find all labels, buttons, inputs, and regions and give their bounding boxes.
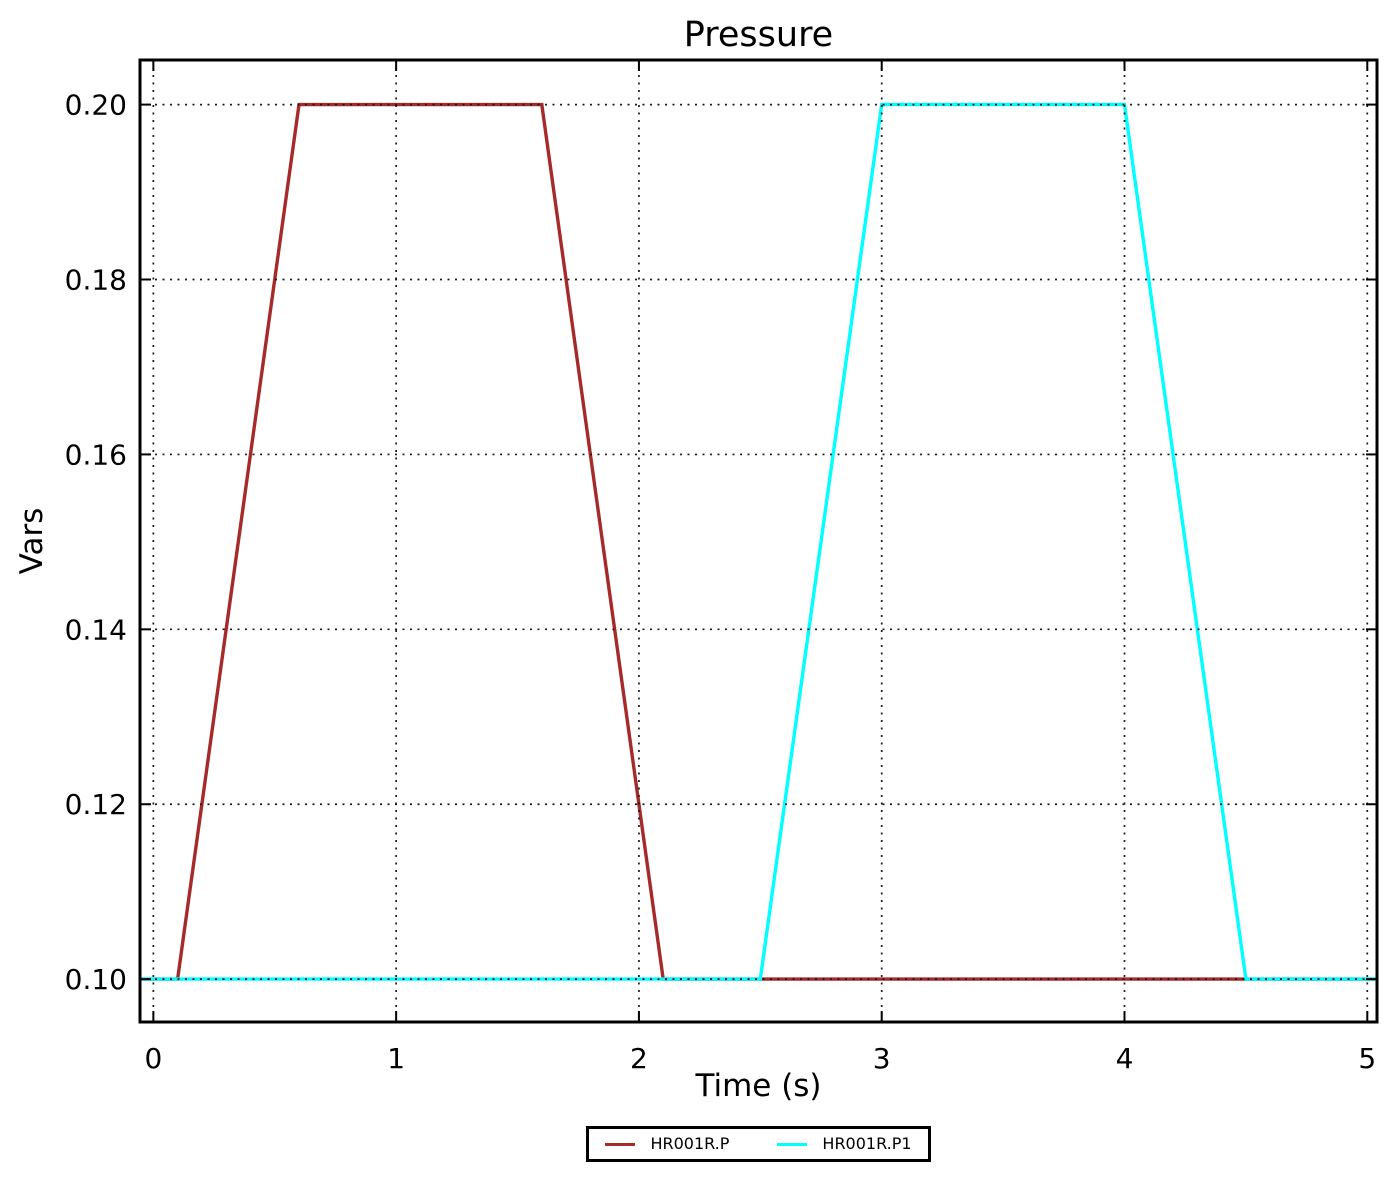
chart-title: Pressure bbox=[683, 15, 834, 55]
legend-entry-hr001r-p: HR001R.P bbox=[605, 1134, 729, 1154]
x-tick-label: 5 bbox=[1358, 1042, 1376, 1075]
series-line-hr001r-p1 bbox=[140, 102, 1377, 981]
x-tick-label: 0 bbox=[144, 1042, 162, 1075]
plot-frame bbox=[138, 58, 1379, 1024]
y-tick-label: 0.12 bbox=[65, 788, 127, 821]
y-tick-label: 0.18 bbox=[65, 264, 127, 297]
legend: HR001R.P HR001R.P1 bbox=[140, 1126, 1377, 1162]
y-tick-label: 0.14 bbox=[65, 613, 127, 646]
y-tick-label: 0.20 bbox=[65, 89, 127, 122]
series-line-hr001r-p bbox=[140, 102, 1377, 981]
y-tick-label: 0.10 bbox=[65, 963, 127, 996]
x-tick-label: 2 bbox=[630, 1042, 648, 1075]
legend-box: HR001R.P HR001R.P1 bbox=[586, 1126, 931, 1162]
x-axis-label: Time (s) bbox=[695, 1068, 822, 1104]
y-axis-label: Vars bbox=[14, 507, 50, 575]
x-tick-label: 1 bbox=[387, 1042, 405, 1075]
y-tick-label: 0.16 bbox=[65, 438, 127, 471]
legend-line-swatch-hr001r-p bbox=[605, 1142, 636, 1146]
legend-line-swatch-hr001r-p1 bbox=[777, 1142, 808, 1146]
legend-label-hr001r-p1: HR001R.P1 bbox=[822, 1134, 912, 1153]
legend-entry-hr001r-p1: HR001R.P1 bbox=[777, 1134, 912, 1154]
x-tick-label: 3 bbox=[873, 1042, 891, 1075]
legend-label-hr001r-p: HR001R.P bbox=[650, 1134, 730, 1153]
plot-area: 0 1 2 3 4 5 0.10 0.12 0.14 0.16 0.18 0.20 bbox=[65, 58, 1379, 1075]
x-tick-label: 4 bbox=[1116, 1042, 1134, 1075]
